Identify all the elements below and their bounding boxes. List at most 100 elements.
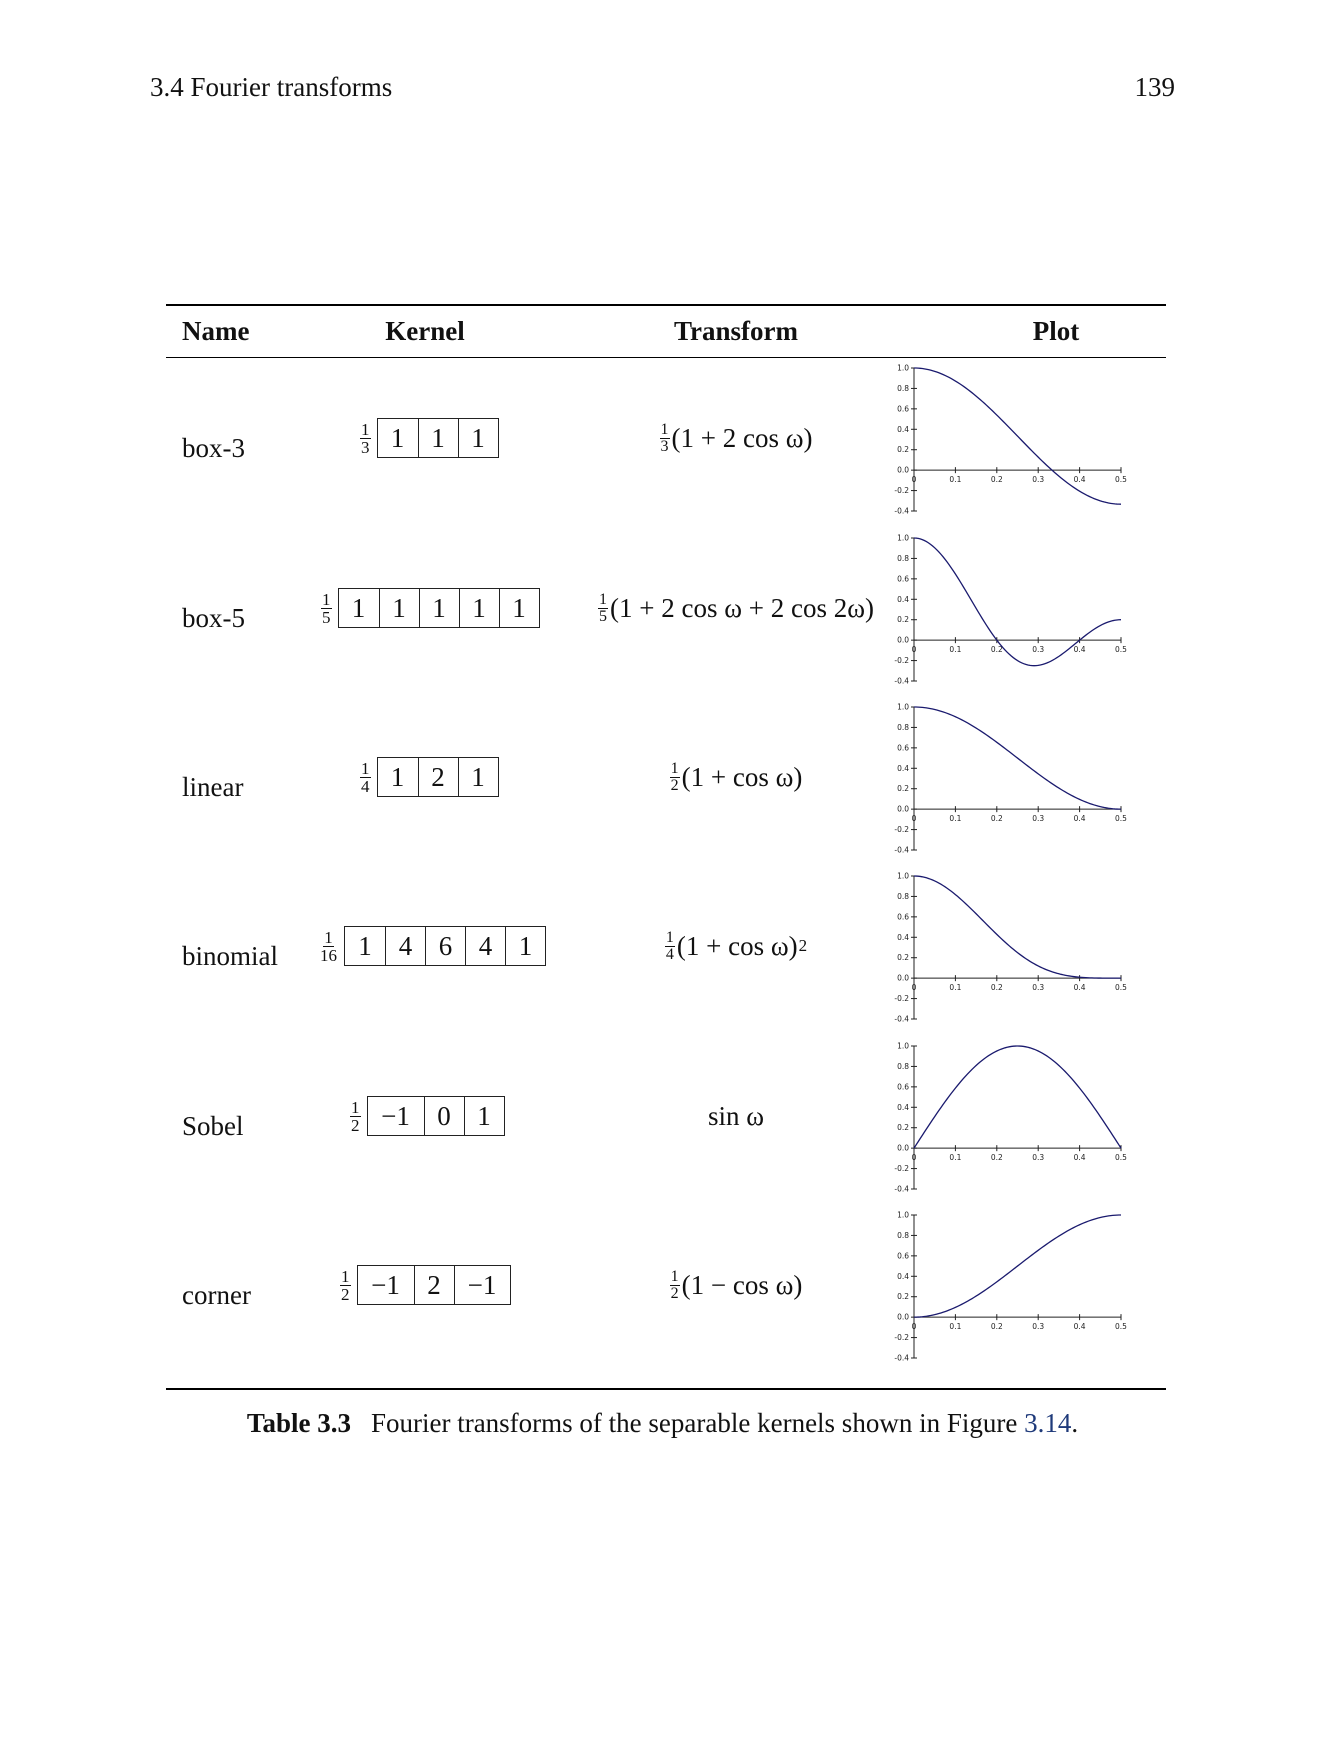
- x-tick-label: 0.2: [991, 645, 1003, 654]
- table-caption: Table 3.3 Fourier transforms of the separ…: [0, 1408, 1325, 1439]
- x-tick-label: 0.4: [1074, 814, 1086, 823]
- plot-svg: 1.0 0.8 0.6 0.4 0.2 0.0 -0.2 -0.4 0 0.1 0.2 0.3 0.4 0…: [894, 534, 1127, 686]
- caption-end: .: [1071, 1408, 1079, 1438]
- frequency-response-plot: 1.0 0.8 0.6 0.4 0.2 0.0 -0.2 -0.4 0 0.1 0.2 0.3 0.4 0…: [888, 866, 1158, 1036]
- y-tick-label: 0.8: [897, 1231, 909, 1240]
- y-tick-label: 0.0: [897, 1313, 909, 1322]
- y-tick-label: 1.0: [897, 534, 909, 543]
- table-row: Sobel 1 2 −1 0 1 sin ω 1.0 0.8 0.6 0.4 0.2 0.0 -0.2 -0…: [166, 1036, 1166, 1206]
- kernel-scale-numerator: 1: [340, 1266, 351, 1286]
- kernel-weight: 1: [390, 761, 405, 792]
- transform-coefficient-denominator: 5: [599, 607, 608, 625]
- x-tick-label: 0.4: [1074, 983, 1086, 992]
- x-tick-label: 0: [912, 1153, 917, 1162]
- caption-label: Table 3.3: [246, 1408, 351, 1438]
- y-tick-label: 0.4: [897, 1103, 909, 1112]
- kernel-scale-denominator: 4: [361, 776, 370, 796]
- x-tick-label: 0.2: [991, 1322, 1003, 1331]
- x-tick-label: 0: [912, 475, 917, 484]
- y-tick-label: -0.4: [894, 677, 909, 686]
- y-tick-label: -0.2: [894, 486, 909, 495]
- transform-expression: (1 + cos ω): [681, 761, 803, 792]
- kernel-weights: −1 2 −1: [356, 1265, 511, 1305]
- kernel-weights: −1 0 1: [366, 1096, 505, 1136]
- y-tick-label: 0.0: [897, 636, 909, 645]
- kernel-weight: 1: [417, 419, 458, 457]
- x-tick-label: 0.4: [1074, 1153, 1086, 1162]
- kernel-scale-numerator: 1: [360, 758, 371, 778]
- transform-coefficient-numerator: 1: [669, 1267, 680, 1286]
- kernel-cell: 1 2 −1 0 1: [316, 1094, 616, 1138]
- y-tick-label: 0.2: [897, 615, 909, 624]
- x-tick-label: 0.1: [949, 1153, 961, 1162]
- kernel-scale-denominator: 16: [320, 945, 337, 965]
- table-row: linear 1 4 1 2 1 1 2 (1 + cos ω) 1.0 0.8 0.6 0.4 0.2 0…: [166, 697, 1166, 867]
- transform-expression: (1 − cos ω): [681, 1269, 803, 1300]
- y-tick-label: 0.2: [897, 1123, 909, 1132]
- column-header-name: Name: [182, 316, 250, 346]
- y-tick-label: 0.6: [897, 912, 909, 921]
- transform-coefficient-numerator: 1: [669, 759, 680, 778]
- page-number: 139: [1134, 72, 1176, 102]
- column-header-transform: Transform: [674, 316, 798, 346]
- kernel-scale-numerator: 1: [350, 1097, 361, 1117]
- y-tick-label: -0.4: [894, 1185, 909, 1194]
- y-tick-label: 0.4: [897, 595, 909, 604]
- x-tick-label: 0.5: [1115, 475, 1127, 484]
- transform-expression: sin ω: [707, 1100, 765, 1131]
- kernel-scale-denominator: 5: [322, 607, 331, 627]
- transform-coefficient-denominator: 2: [670, 776, 679, 794]
- y-tick-label: 0.8: [897, 723, 909, 732]
- kernel-scale-denominator: 2: [341, 1284, 350, 1304]
- transform-coefficient-numerator: 1: [598, 590, 609, 609]
- series-line: [913, 706, 1122, 810]
- y-tick-label: -0.2: [894, 656, 909, 665]
- frequency-response-plot: 1.0 0.8 0.6 0.4 0.2 0.0 -0.2 -0.4 0 0.1 0.2 0.3 0.4 0…: [888, 358, 1158, 528]
- kernel-weight: −1: [453, 1266, 510, 1304]
- transform-formula: 1 2 (1 + cos ω): [586, 757, 886, 797]
- x-tick-label: 0.3: [1032, 475, 1044, 484]
- x-tick-label: 0.2: [991, 475, 1003, 484]
- table-top-rule: [166, 304, 1166, 306]
- x-tick-label: 0.3: [1032, 645, 1044, 654]
- transform-expression: (1 + cos ω): [676, 930, 798, 961]
- y-tick-label: 0.8: [897, 384, 909, 393]
- y-tick-label: 0.0: [897, 805, 909, 814]
- x-tick-label: 0.5: [1115, 645, 1127, 654]
- caption-figure-link[interactable]: 3.14: [1024, 1408, 1072, 1438]
- kernel-weight: 1: [351, 592, 366, 623]
- y-tick-label: -0.2: [894, 1164, 909, 1173]
- x-tick-label: 0.2: [991, 1153, 1003, 1162]
- kernel-scale: 1 16: [319, 929, 338, 964]
- transform-formula: 1 3 (1 + 2 cos ω): [586, 418, 886, 458]
- y-tick-label: -0.4: [894, 507, 909, 516]
- kernel-weight: 1: [457, 419, 498, 457]
- kernel-weight: 2: [413, 1266, 454, 1304]
- filter-name: box-3: [182, 433, 245, 463]
- x-tick-label: 0.4: [1074, 645, 1086, 654]
- y-tick-label: -0.2: [894, 825, 909, 834]
- transform-coefficient-denominator: 2: [670, 1284, 679, 1302]
- x-tick-label: 0.3: [1032, 814, 1044, 823]
- y-tick-label: 1.0: [897, 703, 909, 712]
- transform-coefficient-denominator: 4: [665, 945, 674, 963]
- frequency-response-plot: 1.0 0.8 0.6 0.4 0.2 0.0 -0.2 -0.4 0 0.1 0.2 0.3 0.4 0…: [888, 1036, 1158, 1206]
- transform-formula: 1 5 (1 + 2 cos ω + 2 cos 2ω): [586, 588, 886, 628]
- table-header-rule: [166, 357, 1166, 358]
- filter-name: binomial: [182, 941, 278, 971]
- y-tick-label: 1.0: [897, 872, 909, 881]
- y-tick-label: -0.4: [894, 846, 909, 855]
- y-tick-label: 0.4: [897, 425, 909, 434]
- plot-svg: 1.0 0.8 0.6 0.4 0.2 0.0 -0.2 -0.4 0 0.1 0.2 0.3 0.4 0…: [894, 1211, 1127, 1363]
- y-tick-label: 0.0: [897, 1144, 909, 1153]
- x-tick-label: 0.5: [1115, 983, 1127, 992]
- filter-name: box-5: [182, 603, 245, 633]
- plot-svg: 1.0 0.8 0.6 0.4 0.2 0.0 -0.2 -0.4 0 0.1 0.2 0.3 0.4 0…: [894, 364, 1127, 516]
- kernel-scale-denominator: 2: [351, 1115, 360, 1135]
- x-tick-label: 0.3: [1032, 983, 1044, 992]
- y-tick-label: -0.2: [894, 1333, 909, 1342]
- x-tick-label: 0: [912, 1322, 917, 1331]
- y-tick-label: -0.4: [894, 1015, 909, 1024]
